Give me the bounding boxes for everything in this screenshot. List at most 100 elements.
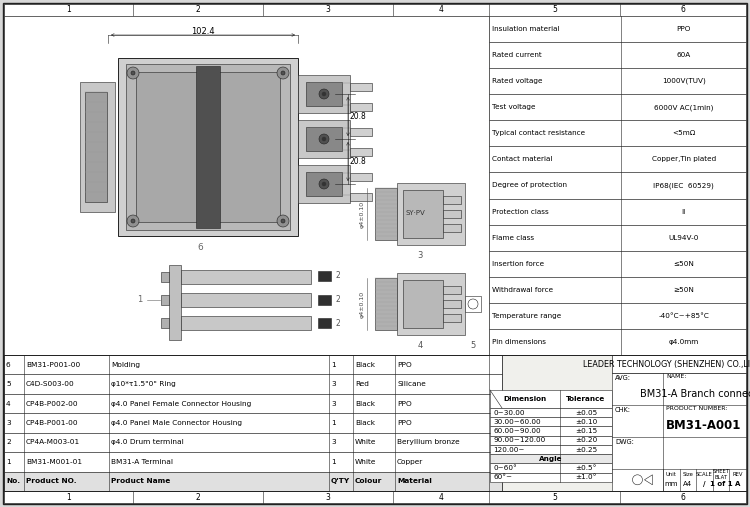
Text: 6000V AC(1min): 6000V AC(1min) — [654, 104, 713, 111]
Bar — [350, 193, 372, 201]
Text: Degree of protection: Degree of protection — [492, 183, 567, 189]
Circle shape — [468, 299, 478, 309]
Text: SCALE: SCALE — [696, 473, 712, 478]
Bar — [443, 196, 461, 204]
Text: Pin dimensions: Pin dimensions — [492, 339, 546, 345]
Text: φ4.0 Drum terminal: φ4.0 Drum terminal — [111, 440, 184, 446]
Text: 2: 2 — [196, 492, 200, 501]
Text: 6: 6 — [680, 492, 686, 501]
Text: 1: 1 — [331, 459, 336, 465]
Text: Material: Material — [397, 478, 432, 484]
Text: CP4B-P001-00: CP4B-P001-00 — [26, 420, 79, 426]
Text: ±0.25: ±0.25 — [574, 447, 597, 453]
Circle shape — [322, 182, 326, 186]
Text: BM31-A Terminal: BM31-A Terminal — [111, 459, 173, 465]
Text: AVG:: AVG: — [615, 375, 631, 381]
Text: φ4.0 Panel Female Connector Housing: φ4.0 Panel Female Connector Housing — [111, 401, 251, 407]
Text: 3: 3 — [326, 492, 331, 501]
Circle shape — [319, 134, 329, 144]
Circle shape — [322, 92, 326, 96]
Text: Molding: Molding — [111, 361, 140, 368]
Circle shape — [127, 67, 139, 79]
Bar — [489, 68, 746, 94]
Text: 4: 4 — [417, 342, 423, 350]
Text: 6: 6 — [680, 6, 686, 15]
Bar — [318, 295, 331, 305]
Bar — [489, 250, 746, 277]
Text: CP4A-M003-01: CP4A-M003-01 — [26, 440, 80, 446]
Text: Typical contact resistance: Typical contact resistance — [492, 130, 585, 136]
Text: SY·PV: SY·PV — [405, 210, 424, 216]
Bar — [161, 295, 169, 305]
Text: Unit: Unit — [666, 473, 676, 478]
Text: 60°~: 60°~ — [493, 474, 512, 480]
Text: 2: 2 — [196, 6, 200, 15]
Text: Black: Black — [355, 361, 375, 368]
Bar — [126, 64, 290, 230]
Bar — [490, 463, 612, 473]
Text: 4: 4 — [6, 401, 10, 407]
Bar — [306, 127, 342, 151]
Text: 1000V(TUV): 1000V(TUV) — [662, 78, 706, 85]
Bar — [403, 280, 443, 328]
Text: CP4B-P002-00: CP4B-P002-00 — [26, 401, 79, 407]
Bar — [490, 408, 612, 417]
Text: 3: 3 — [331, 381, 336, 387]
Text: 2: 2 — [335, 272, 340, 280]
Bar — [4, 394, 502, 413]
Text: 1: 1 — [331, 361, 336, 368]
Bar — [298, 120, 350, 158]
Circle shape — [281, 71, 285, 75]
Bar — [181, 293, 311, 307]
Circle shape — [127, 215, 139, 227]
Bar — [350, 103, 372, 111]
Text: 3: 3 — [326, 6, 331, 15]
Bar — [489, 225, 746, 250]
Bar — [4, 16, 489, 355]
Bar — [161, 318, 169, 328]
Bar — [465, 296, 481, 312]
Bar — [350, 173, 372, 181]
Bar — [612, 355, 746, 373]
Circle shape — [322, 137, 326, 141]
Bar — [375, 278, 397, 330]
Text: φ4.0 Panel Male Connector Housing: φ4.0 Panel Male Connector Housing — [111, 420, 242, 426]
Bar — [4, 432, 502, 452]
Text: PPO: PPO — [397, 420, 412, 426]
Text: II: II — [682, 208, 686, 214]
Text: BM31-A Branch connector: BM31-A Branch connector — [640, 389, 750, 399]
Bar — [443, 224, 461, 232]
Text: 102.4: 102.4 — [191, 26, 214, 35]
Text: φ4.0mm: φ4.0mm — [668, 339, 699, 345]
Text: IP68(IEC  60529): IP68(IEC 60529) — [653, 182, 714, 189]
Bar — [306, 172, 342, 196]
Text: Size: Size — [682, 473, 693, 478]
Bar — [4, 452, 502, 472]
Bar — [443, 286, 461, 294]
Text: /: / — [704, 481, 706, 487]
Text: -40°C~+85°C: -40°C~+85°C — [658, 313, 709, 319]
Text: No.: No. — [6, 478, 20, 484]
Circle shape — [319, 89, 329, 99]
Bar — [397, 183, 465, 245]
Text: REV: REV — [733, 473, 743, 478]
Bar — [490, 426, 612, 436]
Text: BM31-A001: BM31-A001 — [665, 419, 741, 432]
Text: UL94V-0: UL94V-0 — [668, 235, 699, 241]
Text: Silicane: Silicane — [397, 381, 426, 387]
Bar — [612, 355, 746, 491]
Bar — [4, 472, 502, 491]
Text: Angle: Angle — [539, 456, 562, 462]
Bar — [4, 375, 502, 394]
Text: 5: 5 — [552, 492, 557, 501]
Text: C4D-S003-00: C4D-S003-00 — [26, 381, 75, 387]
Text: Colour: Colour — [355, 478, 382, 484]
Bar — [350, 128, 372, 136]
Bar — [490, 454, 612, 463]
Circle shape — [277, 215, 289, 227]
Text: PPO: PPO — [397, 361, 412, 368]
Bar — [490, 436, 612, 445]
Text: Q'TY: Q'TY — [331, 478, 350, 484]
Text: Beryllium bronze: Beryllium bronze — [397, 440, 460, 446]
Text: 1 of 1: 1 of 1 — [710, 481, 733, 487]
